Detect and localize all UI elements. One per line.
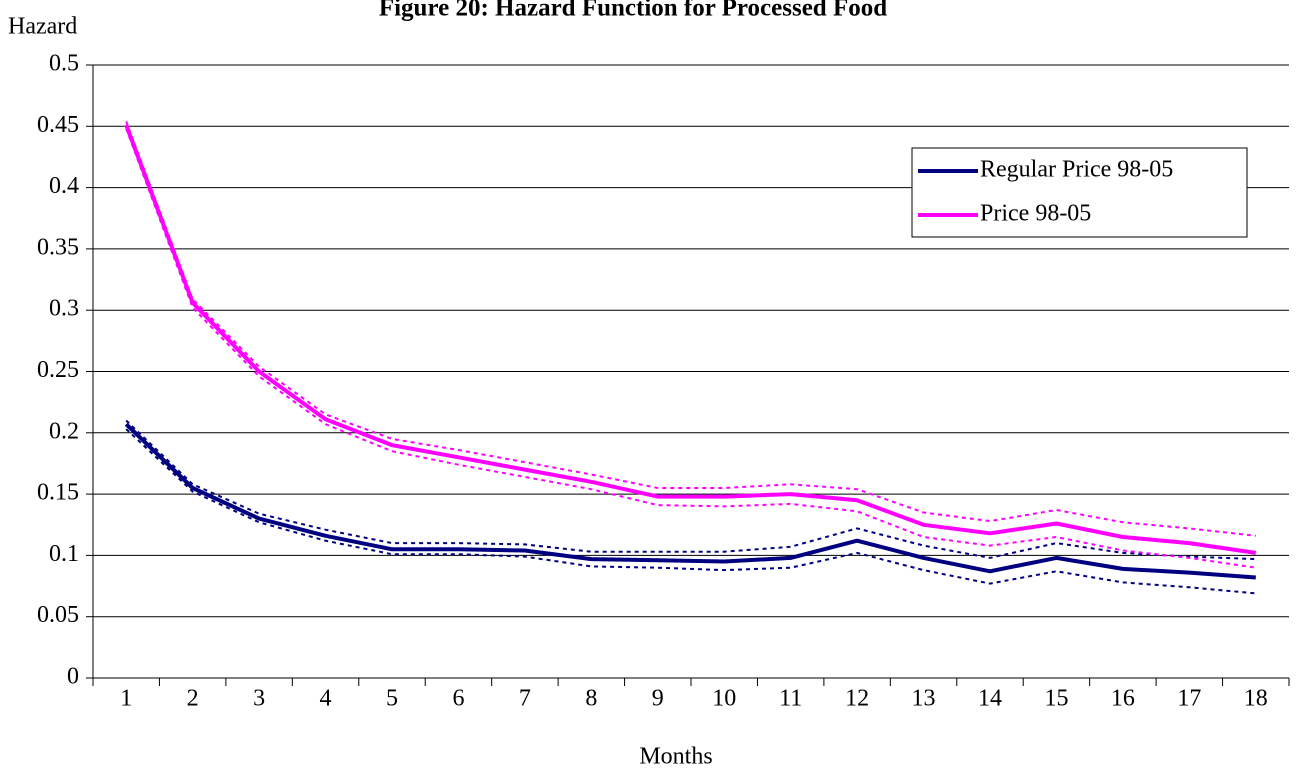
- legend: Regular Price 98-05 Price 98-05: [911, 147, 1248, 238]
- confidence-upper: [125, 419, 1256, 561]
- x-tick-label: 2: [187, 686, 199, 712]
- x-tick-label: 6: [452, 686, 464, 712]
- y-tick-label: 0.5: [49, 51, 79, 77]
- y-tick-label: 0.15: [37, 480, 79, 506]
- confidence-lower: [125, 428, 1256, 595]
- x-tick-label: 1: [120, 686, 132, 712]
- y-axis-label: Hazard: [8, 14, 77, 40]
- y-tick-label: 0.4: [49, 173, 79, 199]
- legend-label: Price 98-05: [980, 201, 1091, 227]
- x-tick-label: 16: [1111, 686, 1135, 712]
- x-tick-label: 10: [712, 686, 736, 712]
- confidence-lower: [125, 128, 1256, 569]
- legend-box: [911, 147, 1248, 238]
- x-tick-label: 8: [585, 686, 597, 712]
- confidence-upper: [125, 121, 1256, 537]
- x-tick-label: 18: [1244, 686, 1268, 712]
- chart-title: Figure 20: Hazard Function for Processed…: [379, 0, 887, 22]
- y-tick-label: 0.1: [49, 541, 79, 567]
- x-tick-label: 15: [1044, 686, 1068, 712]
- y-tick-label: 0.05: [37, 602, 79, 628]
- x-axis-label: Months: [639, 744, 712, 770]
- x-tick-label: 17: [1177, 686, 1201, 712]
- y-tick-label: 0.3: [49, 296, 79, 322]
- x-tick-label: 7: [519, 686, 531, 712]
- y-tick-label: 0: [67, 664, 79, 690]
- x-tick-label: 14: [978, 686, 1002, 712]
- x-tick-label: 9: [652, 686, 664, 712]
- x-tick-label: 5: [386, 686, 398, 712]
- x-tick-label: 11: [779, 686, 802, 712]
- x-tick-label: 12: [845, 686, 869, 712]
- x-tick-label: 4: [320, 686, 332, 712]
- y-tick-label: 0.25: [37, 357, 79, 383]
- y-tick-label: 0.2: [49, 418, 79, 444]
- series-line: [124, 124, 1257, 555]
- y-tick-label: 0.45: [37, 112, 79, 138]
- y-tick-label: 0.35: [37, 234, 79, 260]
- legend-label: Regular Price 98-05: [980, 157, 1173, 183]
- series-line: [124, 422, 1256, 580]
- x-tick-label: 3: [253, 686, 265, 712]
- x-tick-label: 13: [912, 686, 936, 712]
